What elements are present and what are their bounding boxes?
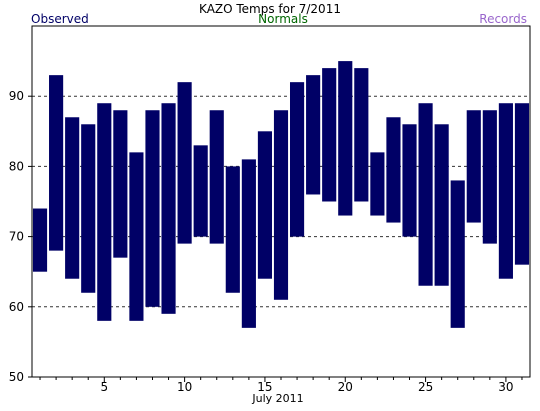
x-axis: 5 10 15 20 25 30 xyxy=(39,377,523,394)
bar-day-8 xyxy=(145,110,160,307)
y-tick-label: 80 xyxy=(9,159,24,173)
y-tick-label: 50 xyxy=(9,370,24,384)
bar-day-24 xyxy=(402,124,417,237)
y-axis: 50 60 70 80 90 xyxy=(9,89,32,384)
bar-day-20 xyxy=(338,61,353,216)
bars xyxy=(32,61,530,328)
bar-day-12 xyxy=(209,110,224,244)
bar-day-22 xyxy=(370,152,385,216)
x-tick-label: 10 xyxy=(177,380,192,394)
bar-day-23 xyxy=(386,117,401,223)
bar-day-15 xyxy=(257,131,273,279)
bar-day-28 xyxy=(466,110,481,223)
bar-day-18 xyxy=(306,75,321,195)
bar-day-31 xyxy=(514,103,530,265)
y-tick-label: 70 xyxy=(9,230,24,244)
bar-day-16 xyxy=(273,110,289,300)
bar-day-3 xyxy=(65,117,80,279)
bar-day-6 xyxy=(113,110,128,258)
bar-day-4 xyxy=(81,124,96,293)
bar-day-10 xyxy=(177,82,192,244)
bar-day-1 xyxy=(32,208,48,272)
bar-day-2 xyxy=(49,75,64,251)
bar-day-14 xyxy=(241,159,256,328)
legend-records: Records xyxy=(479,12,527,26)
x-tick-label: 15 xyxy=(257,380,272,394)
bar-day-25 xyxy=(418,103,433,286)
bar-day-7 xyxy=(129,152,144,321)
y-tick-label: 60 xyxy=(9,300,24,314)
bar-day-17 xyxy=(289,82,305,237)
bar-day-5 xyxy=(97,103,112,321)
x-tick-label: 30 xyxy=(498,380,513,394)
x-tick-label: 20 xyxy=(338,380,353,394)
bar-day-21 xyxy=(354,68,369,202)
bar-day-11 xyxy=(193,145,208,237)
bar-day-30 xyxy=(498,103,513,279)
bar-day-13 xyxy=(225,166,240,293)
bar-day-26 xyxy=(434,124,449,286)
bar-day-27 xyxy=(450,180,465,328)
bar-day-9 xyxy=(161,103,176,314)
y-tick-label: 90 xyxy=(9,89,24,103)
x-tick-label: 25 xyxy=(418,380,433,394)
legend-observed: Observed xyxy=(31,12,89,26)
bar-day-19 xyxy=(322,68,337,202)
x-tick-label: 5 xyxy=(100,380,108,394)
legend-normals: Normals xyxy=(258,12,308,26)
bar-day-29 xyxy=(482,110,497,244)
x-axis-label: July 2011 xyxy=(251,392,303,405)
chart-title: KAZO Temps for 7/2011 xyxy=(199,2,341,16)
